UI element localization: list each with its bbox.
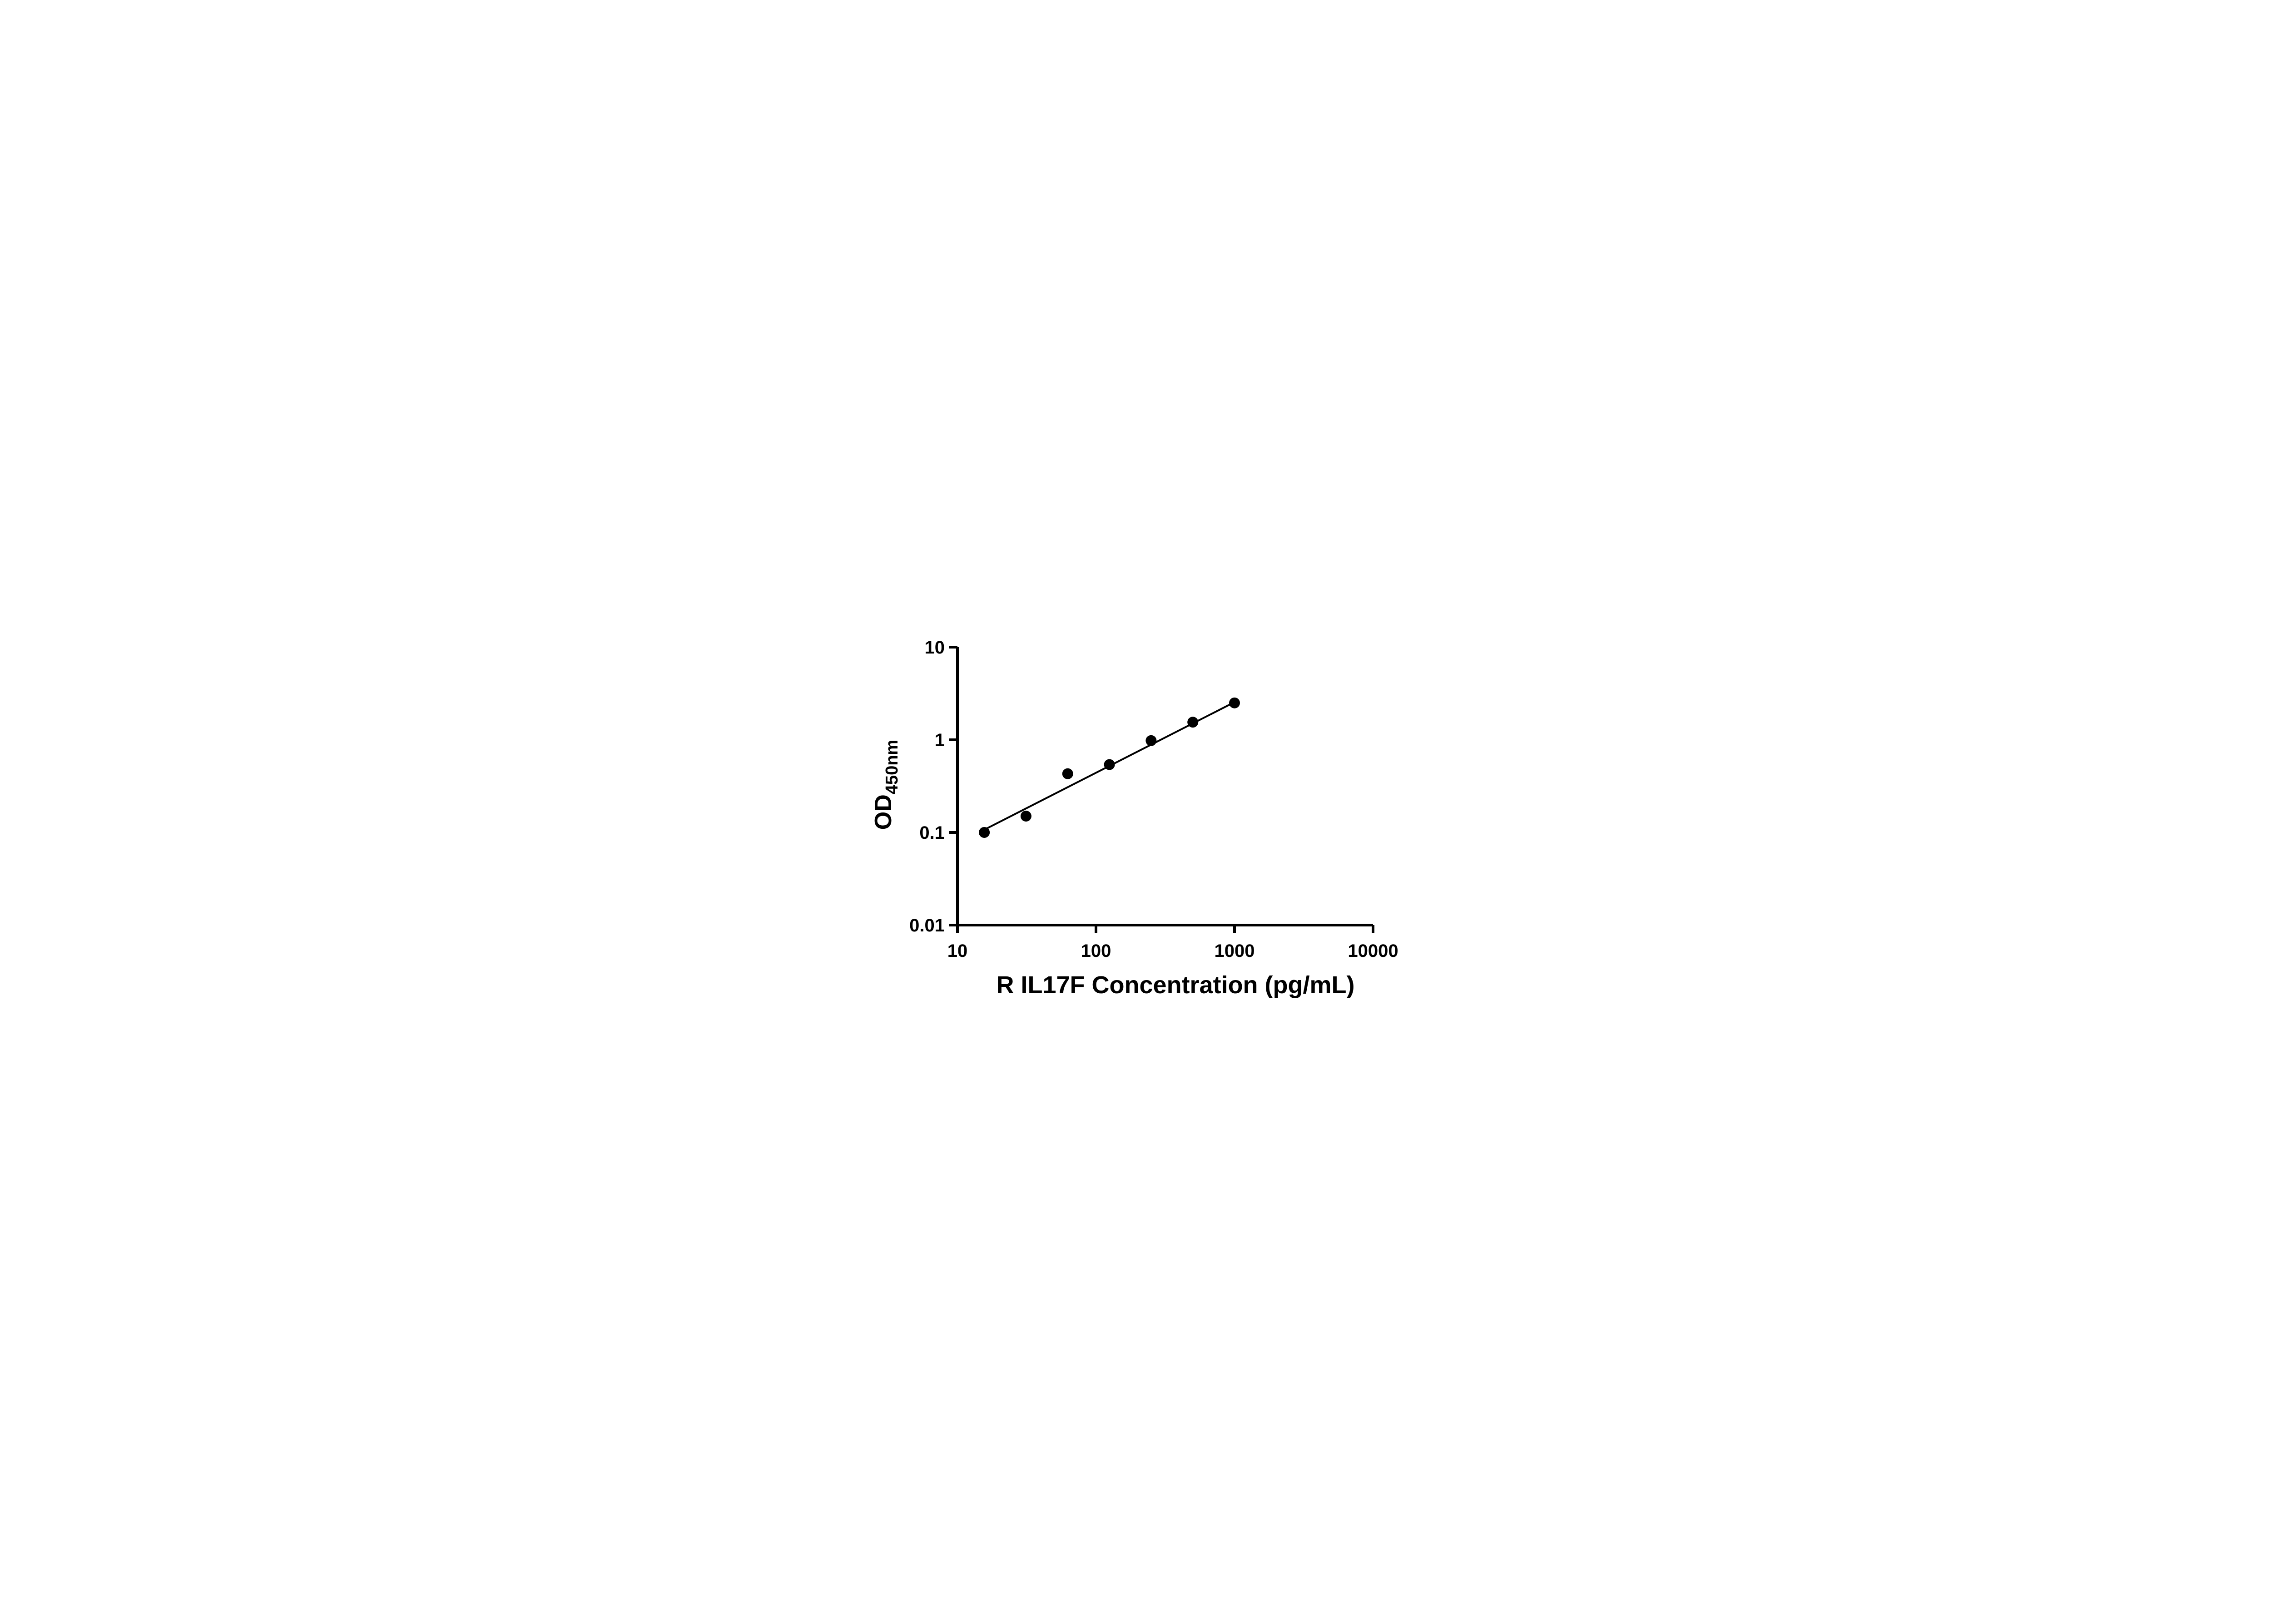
data-point — [1020, 811, 1031, 822]
y-axis-title-main: OD — [870, 794, 897, 830]
axes — [956, 647, 1373, 926]
data-point — [978, 827, 990, 838]
y-tick-label: 10 — [924, 638, 945, 658]
y-tick-label: 0.1 — [919, 823, 945, 843]
axis-tick-labels: 10 100 1000 10000 0.01 0.1 1 10 — [909, 638, 1398, 961]
data-point — [1187, 717, 1198, 728]
x-tick-label: 10000 — [1348, 941, 1398, 961]
x-tick-label: 1000 — [1214, 941, 1255, 961]
x-tick-label: 100 — [1081, 941, 1111, 961]
chart-figure: 10 100 1000 10000 0.01 0.1 1 10 R IL17F Concent… — [843, 609, 1428, 1015]
data-point — [1229, 697, 1240, 708]
axis-line — [956, 647, 1373, 926]
y-axis-title: OD450nm — [870, 740, 902, 830]
y-tick-label: 0.01 — [909, 916, 945, 936]
data-point — [1104, 759, 1115, 770]
x-tick-label: 10 — [947, 941, 967, 961]
data-point — [1062, 768, 1073, 779]
x-axis-title: R IL17F Concentration (pg/mL) — [996, 971, 1354, 999]
y-axis-title-sub: 450nm — [883, 740, 902, 794]
chart-canvas: 10 100 1000 10000 0.01 0.1 1 10 R IL17F Concent… — [870, 638, 1398, 999]
axis-ticks — [949, 646, 1374, 933]
y-tick-label: 1 — [934, 730, 944, 750]
data-point — [1145, 735, 1156, 746]
data-points — [978, 697, 1240, 838]
